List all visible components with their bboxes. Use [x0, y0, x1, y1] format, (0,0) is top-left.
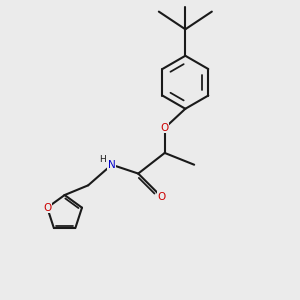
Text: O: O: [157, 191, 165, 202]
Text: H: H: [99, 155, 106, 164]
Text: O: O: [43, 203, 51, 213]
Text: N: N: [108, 160, 116, 170]
Text: O: O: [157, 191, 165, 202]
Text: O: O: [160, 123, 169, 133]
Text: O: O: [160, 123, 169, 133]
